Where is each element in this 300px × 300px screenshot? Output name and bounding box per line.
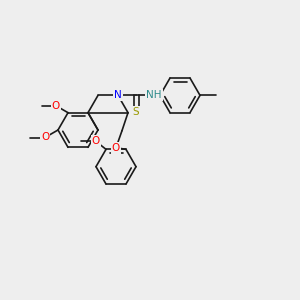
Text: O: O: [92, 136, 100, 146]
Text: O: O: [112, 143, 120, 153]
Text: S: S: [133, 107, 139, 117]
Text: NH: NH: [146, 90, 162, 100]
Text: N: N: [114, 90, 122, 100]
Text: O: O: [52, 101, 60, 111]
Text: O: O: [41, 133, 49, 142]
